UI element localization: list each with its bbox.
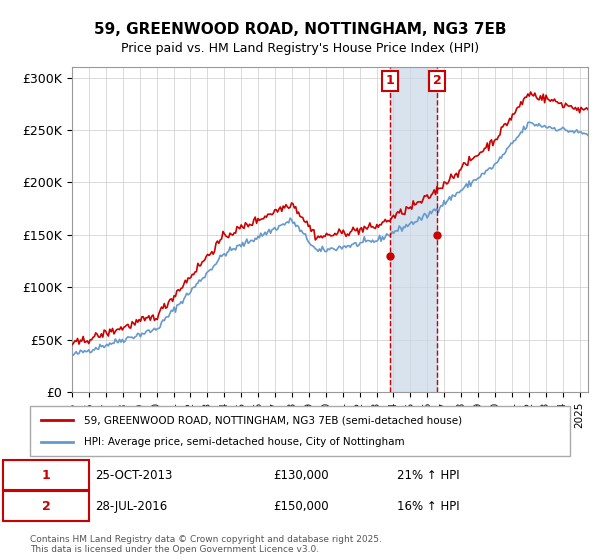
Text: 25-OCT-2013: 25-OCT-2013 bbox=[95, 469, 172, 482]
FancyBboxPatch shape bbox=[3, 460, 89, 490]
Text: £150,000: £150,000 bbox=[273, 500, 329, 512]
Text: 16% ↑ HPI: 16% ↑ HPI bbox=[397, 500, 460, 512]
FancyBboxPatch shape bbox=[3, 491, 89, 521]
Text: 21% ↑ HPI: 21% ↑ HPI bbox=[397, 469, 460, 482]
Text: Price paid vs. HM Land Registry's House Price Index (HPI): Price paid vs. HM Land Registry's House … bbox=[121, 42, 479, 55]
Text: 2: 2 bbox=[433, 74, 441, 87]
Text: 28-JUL-2016: 28-JUL-2016 bbox=[95, 500, 167, 512]
Text: 1: 1 bbox=[386, 74, 395, 87]
Bar bbox=[390, 67, 437, 392]
Text: £130,000: £130,000 bbox=[273, 469, 329, 482]
FancyBboxPatch shape bbox=[30, 406, 570, 456]
Text: 59, GREENWOOD ROAD, NOTTINGHAM, NG3 7EB: 59, GREENWOOD ROAD, NOTTINGHAM, NG3 7EB bbox=[94, 22, 506, 38]
Text: 2: 2 bbox=[42, 500, 50, 512]
Text: HPI: Average price, semi-detached house, City of Nottingham: HPI: Average price, semi-detached house,… bbox=[84, 437, 404, 447]
Text: 1: 1 bbox=[42, 469, 50, 482]
Text: 59, GREENWOOD ROAD, NOTTINGHAM, NG3 7EB (semi-detached house): 59, GREENWOOD ROAD, NOTTINGHAM, NG3 7EB … bbox=[84, 415, 462, 425]
Text: Contains HM Land Registry data © Crown copyright and database right 2025.
This d: Contains HM Land Registry data © Crown c… bbox=[30, 535, 382, 554]
